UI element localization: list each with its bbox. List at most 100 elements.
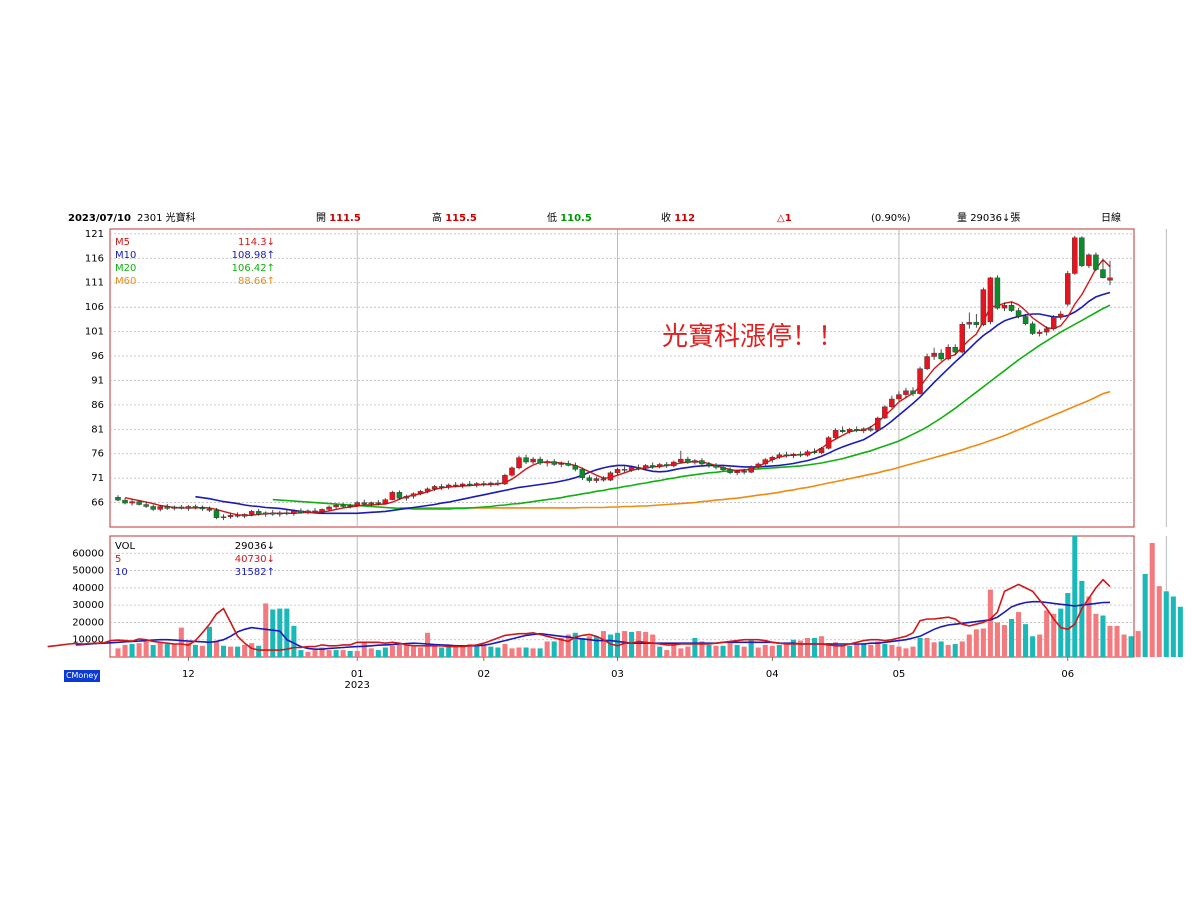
candle-body: [164, 506, 170, 509]
header-volume: 量 29036↓張: [957, 211, 1020, 227]
candle-body: [171, 506, 178, 509]
candle-body: [270, 512, 276, 515]
volume-bar: [840, 644, 846, 657]
candle-body: [896, 394, 902, 400]
header-high: 高 115.5: [432, 211, 477, 227]
volume-bar: [115, 648, 121, 657]
volume-bar: [1135, 631, 1141, 657]
header-change: △1: [777, 213, 792, 224]
candle-body: [467, 483, 473, 486]
candle-body: [375, 502, 382, 504]
candle-body: [234, 515, 241, 517]
candle-body: [846, 429, 853, 432]
volume-bar: [804, 637, 811, 657]
volume-bar: [136, 643, 142, 657]
candle-body: [994, 277, 1001, 309]
volume-bar: [1072, 536, 1078, 657]
candle-body: [431, 486, 438, 490]
volume-tick-label: 50000: [72, 566, 104, 577]
candle-body: [614, 469, 621, 473]
volume-bar: [291, 625, 297, 657]
candle-body: [586, 477, 593, 481]
candle-body: [340, 504, 346, 507]
candle-body: [692, 460, 698, 463]
volume-bar: [319, 647, 325, 657]
volume-bar: [959, 641, 965, 657]
candle-body: [973, 322, 980, 325]
volume-bar: [1177, 606, 1183, 657]
candle-body: [178, 506, 185, 509]
volume-bar: [544, 641, 550, 657]
candle-body: [938, 352, 944, 360]
volume-bar: [178, 627, 184, 657]
candle-body: [544, 461, 550, 464]
candle-body: [319, 509, 325, 513]
candle-body: [910, 390, 916, 394]
x-month-label: 06: [1061, 669, 1074, 680]
volume-bar: [558, 637, 564, 657]
volume-bar: [467, 644, 473, 657]
candle-body: [150, 506, 156, 510]
volume-bar: [481, 644, 487, 657]
volume-bar: [495, 647, 501, 657]
volume-bar: [143, 641, 149, 657]
volume-bar: [157, 643, 163, 657]
candle-body: [263, 512, 269, 515]
volume-bar: [171, 644, 177, 657]
open-label: 開: [316, 213, 326, 224]
candle-body: [917, 368, 923, 394]
volume-bar: [502, 644, 508, 657]
candle-body: [853, 429, 860, 431]
volume-bar: [530, 648, 536, 657]
volume-bar: [284, 608, 290, 657]
volume-bar: [1156, 586, 1162, 657]
candle-body: [903, 390, 909, 395]
candle-body: [312, 510, 318, 513]
volume-bar: [833, 642, 839, 657]
volume-bar: [931, 642, 937, 657]
price-legend-name: M20: [115, 263, 136, 274]
candle-body: [635, 467, 642, 469]
volume-bar: [776, 644, 782, 657]
low-value: 110.5: [560, 213, 592, 224]
candle-body: [875, 417, 881, 431]
candle-body: [199, 507, 206, 510]
volume-bar: [847, 645, 853, 657]
volume-bar: [868, 644, 874, 657]
volume-bar: [192, 644, 198, 657]
volume-bar: [270, 609, 276, 657]
x-month-label: 02: [477, 669, 490, 680]
candle-body: [945, 347, 951, 360]
candle-body: [1065, 273, 1071, 305]
candle-body: [122, 499, 128, 504]
volume-bar: [164, 644, 170, 657]
price-tick-label: 81: [91, 424, 104, 435]
volume-bar: [1030, 636, 1036, 657]
volume-bar: [1121, 634, 1127, 657]
price-legend-value: 108.98↑: [232, 250, 275, 261]
candle-body: [333, 504, 339, 508]
volume-bar: [987, 589, 993, 657]
candle-body: [1043, 328, 1050, 333]
volume-bar: [938, 641, 944, 657]
volume-bar: [607, 634, 614, 657]
candle-body: [424, 488, 431, 492]
volume-bar: [854, 644, 860, 657]
volume-bar: [403, 644, 409, 657]
volume-bar: [790, 639, 796, 657]
candle-body: [558, 463, 564, 465]
price-legend-value: 106.42↑: [232, 263, 275, 274]
low-label: 低: [547, 213, 557, 224]
volume-bar: [819, 636, 825, 657]
volume-bar: [185, 642, 191, 657]
volume-bar: [1100, 615, 1106, 657]
volume-bar: [375, 650, 381, 657]
volume-bar: [382, 647, 388, 657]
volume-bar: [1142, 574, 1148, 657]
candle-body: [516, 457, 522, 469]
volume-bar: [220, 645, 227, 657]
candle-body: [136, 501, 142, 505]
volume-bar: [474, 646, 480, 657]
candle-body: [678, 458, 684, 463]
